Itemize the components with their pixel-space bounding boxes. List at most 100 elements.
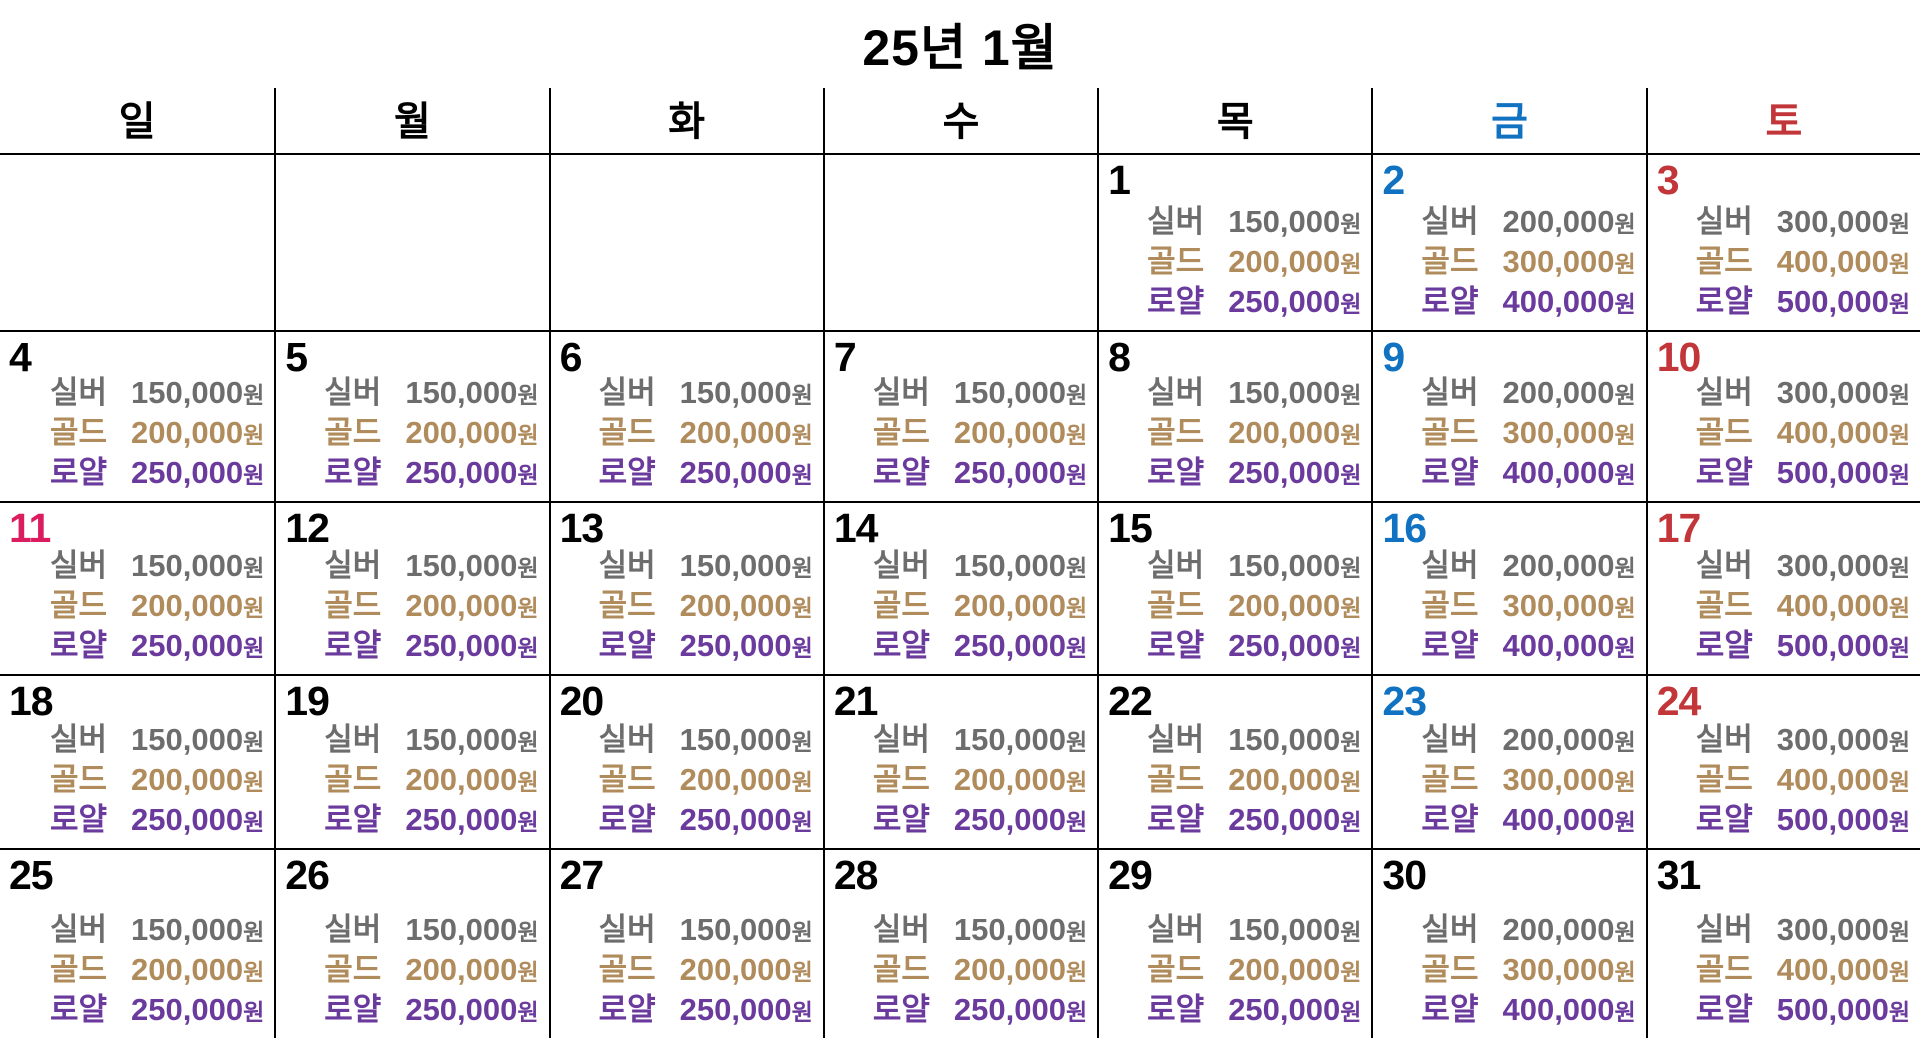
price-line-gold: 골드 200,000원 <box>873 951 1087 991</box>
day-number: 30 <box>1382 852 1427 898</box>
price-amount: 200,000 <box>131 415 244 450</box>
currency-suffix: 원 <box>1888 635 1910 661</box>
tier-label: 로얄 <box>1695 284 1753 319</box>
day-cell-10: 10 실버 300,000원 골드 400,000원 로얄 500,000원 <box>1645 332 1920 501</box>
price-line-gold: 골드 400,000원 <box>1696 761 1910 801</box>
day-number: 29 <box>1108 852 1153 898</box>
day-cell-18: 18 실버 150,000원 골드 200,000원 로얄 250,000원 <box>0 676 274 848</box>
price-list: 실버 200,000원 골드 300,000원 로얄 400,000원 <box>1421 911 1635 1031</box>
currency-suffix: 원 <box>1340 919 1362 945</box>
tier-label: 실버 <box>324 375 382 410</box>
price-amount: 200,000 <box>1502 548 1615 583</box>
price-amount: 250,000 <box>1228 455 1341 490</box>
weekday-header-6: 토 <box>1645 88 1920 153</box>
currency-suffix: 원 <box>243 422 265 448</box>
tier-label: 골드 <box>1695 952 1753 987</box>
tier-label: 골드 <box>324 588 382 623</box>
currency-suffix: 원 <box>1340 462 1362 488</box>
tier-label: 실버 <box>1147 204 1205 239</box>
currency-suffix: 원 <box>1614 462 1636 488</box>
currency-suffix: 원 <box>1340 635 1362 661</box>
tier-label: 로얄 <box>1147 802 1205 837</box>
day-cell-28: 28 실버 150,000원 골드 200,000원 로얄 250,000원 <box>822 850 1097 1038</box>
price-amount: 150,000 <box>1228 204 1341 239</box>
price-line-silver: 실버 150,000원 <box>324 911 538 951</box>
tier-label: 로얄 <box>598 628 656 663</box>
price-amount: 150,000 <box>953 375 1066 410</box>
day-cell-30: 30 실버 200,000원 골드 300,000원 로얄 400,000원 <box>1371 850 1645 1038</box>
price-list: 실버 150,000원 골드 200,000원 로얄 250,000원 <box>324 721 538 841</box>
currency-suffix: 원 <box>1888 462 1910 488</box>
day-cell-12: 12 실버 150,000원 골드 200,000원 로얄 250,000원 <box>274 503 548 674</box>
price-amount: 250,000 <box>405 628 518 663</box>
tier-label: 골드 <box>1147 762 1205 797</box>
price-line-royal: 로얄 250,000원 <box>50 991 264 1031</box>
price-line-royal: 로얄 500,000원 <box>1696 454 1910 494</box>
price-amount: 200,000 <box>1228 244 1341 279</box>
price-amount: 500,000 <box>1776 284 1889 319</box>
price-list: 실버 300,000원 골드 400,000원 로얄 500,000원 <box>1696 721 1910 841</box>
currency-suffix: 원 <box>1065 769 1088 795</box>
price-amount: 400,000 <box>1502 455 1615 490</box>
currency-suffix: 원 <box>517 635 539 661</box>
price-list: 실버 200,000원 골드 300,000원 로얄 400,000원 <box>1421 203 1635 323</box>
day-cell-14: 14 실버 150,000원 골드 200,000원 로얄 250,000원 <box>822 503 1097 674</box>
price-amount: 250,000 <box>679 455 792 490</box>
price-amount: 200,000 <box>131 588 244 623</box>
price-line-gold: 골드 300,000원 <box>1421 761 1635 801</box>
currency-suffix: 원 <box>1614 769 1636 795</box>
day-cell-25: 25 실버 150,000원 골드 200,000원 로얄 250,000원 <box>0 850 274 1038</box>
tier-label: 골드 <box>598 415 656 450</box>
currency-suffix: 원 <box>1065 382 1088 408</box>
tier-label: 골드 <box>872 588 930 623</box>
price-line-gold: 골드 300,000원 <box>1421 243 1635 283</box>
price-line-gold: 골드 300,000원 <box>1421 414 1635 454</box>
price-line-royal: 로얄 250,000원 <box>1147 801 1361 841</box>
currency-suffix: 원 <box>517 382 539 408</box>
price-line-royal: 로얄 500,000원 <box>1696 283 1910 323</box>
price-amount: 200,000 <box>953 588 1066 623</box>
currency-suffix: 원 <box>791 635 813 661</box>
tier-label: 로얄 <box>50 455 108 490</box>
tier-label: 골드 <box>324 415 382 450</box>
tier-label: 골드 <box>50 415 108 450</box>
price-amount: 250,000 <box>679 802 792 837</box>
price-amount: 150,000 <box>131 548 244 583</box>
currency-suffix: 원 <box>1888 729 1910 755</box>
price-line-silver: 실버 200,000원 <box>1421 911 1635 951</box>
price-line-royal: 로얄 250,000원 <box>324 627 538 667</box>
currency-suffix: 원 <box>1614 809 1636 835</box>
price-line-gold: 골드 200,000원 <box>50 761 264 801</box>
day-cell-4: 4 실버 150,000원 골드 200,000원 로얄 250,000원 <box>0 332 274 501</box>
price-amount: 300,000 <box>1502 244 1615 279</box>
price-amount: 300,000 <box>1502 952 1615 987</box>
tier-label: 로얄 <box>1421 284 1479 319</box>
tier-label: 실버 <box>1421 912 1479 947</box>
day-cell-9: 9 실버 200,000원 골드 300,000원 로얄 400,000원 <box>1371 332 1645 501</box>
day-cell-6: 6 실버 150,000원 골드 200,000원 로얄 250,000원 <box>548 332 823 501</box>
price-amount: 150,000 <box>131 722 244 757</box>
currency-suffix: 원 <box>517 729 539 755</box>
currency-suffix: 원 <box>1888 382 1910 408</box>
price-line-silver: 실버 150,000원 <box>1147 911 1361 951</box>
price-list: 실버 200,000원 골드 300,000원 로얄 400,000원 <box>1421 547 1635 667</box>
day-cell-2: 2 실버 200,000원 골드 300,000원 로얄 400,000원 <box>1371 155 1645 330</box>
price-amount: 250,000 <box>1228 284 1341 319</box>
price-amount: 150,000 <box>679 722 792 757</box>
price-line-gold: 골드 400,000원 <box>1696 951 1910 991</box>
currency-suffix: 원 <box>517 422 539 448</box>
currency-suffix: 원 <box>243 462 265 488</box>
tier-label: 실버 <box>598 548 656 583</box>
price-line-gold: 골드 200,000원 <box>599 951 813 991</box>
tier-label: 실버 <box>1695 548 1753 583</box>
price-amount: 150,000 <box>405 722 518 757</box>
tier-label: 로얄 <box>1421 992 1479 1027</box>
day-number: 22 <box>1108 678 1153 724</box>
price-list: 실버 150,000원 골드 200,000원 로얄 250,000원 <box>599 374 813 494</box>
currency-suffix: 원 <box>1888 422 1910 448</box>
day-number: 13 <box>559 505 605 551</box>
day-number: 25 <box>9 852 54 898</box>
currency-suffix: 원 <box>243 959 265 985</box>
currency-suffix: 원 <box>791 422 813 448</box>
